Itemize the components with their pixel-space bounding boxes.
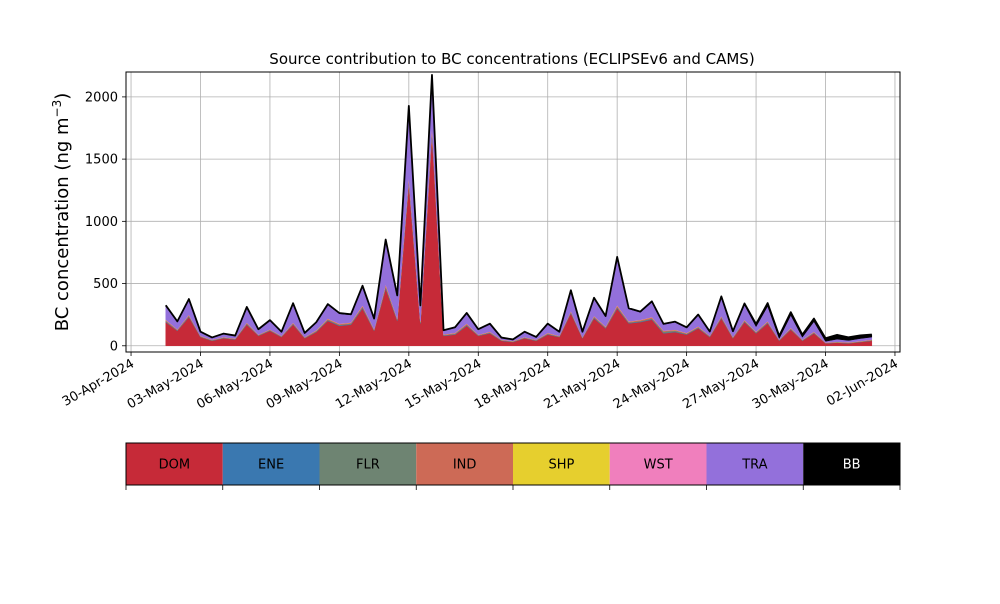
legend-label: DOM: [159, 458, 190, 473]
legend-swatch-wst: [609, 443, 707, 485]
x-tick-label: 21-May-2024: [541, 356, 623, 412]
x-tick-label: 06-May-2024: [194, 356, 276, 412]
x-tick-label: 18-May-2024: [472, 356, 554, 412]
axes: [122, 71, 901, 356]
y-tick-label: 1000: [85, 215, 118, 230]
y-axis-label-close: ): [52, 93, 73, 100]
grid-lines: [126, 72, 900, 352]
legend-label: FLR: [356, 458, 380, 473]
x-tick-label: 03-May-2024: [125, 356, 207, 412]
area-bb: [165, 74, 873, 342]
y-tick-label: 0: [110, 339, 118, 354]
legend-swatch-ind: [416, 443, 513, 485]
y-tick-label: 2000: [85, 90, 118, 105]
x-tick-label: 02-Jun-2024: [824, 356, 901, 409]
legend-colorbar: DOM ENE FLR IND SHP WST TRA BB: [125, 442, 901, 490]
area-tra: [165, 77, 873, 343]
legend-label: SHP: [548, 458, 574, 473]
legend-swatch-ene: [222, 443, 320, 485]
x-tick-label: 24-May-2024: [611, 356, 693, 412]
plot-frame: [125, 71, 901, 353]
legend-swatch-flr: [319, 443, 417, 485]
stacked-areas: [165, 73, 873, 347]
legend-label: WST: [644, 458, 673, 473]
y-axis-label: BC concentration (ng m−3): [50, 93, 73, 332]
total-outline: [165, 73, 872, 341]
x-tick-label: 15-May-2024: [403, 356, 485, 412]
legend-swatch-shp: [513, 443, 610, 485]
x-tick-label: 12-May-2024: [333, 356, 415, 412]
x-tick-label: 09-May-2024: [264, 356, 346, 412]
legend-label: ENE: [258, 458, 284, 473]
legend-label: IND: [453, 458, 477, 473]
legend-label: TRA: [741, 458, 767, 473]
y-tick-label: 1500: [85, 153, 118, 168]
y-axis-label-main: BC concentration (ng m: [52, 117, 73, 331]
x-tick-label: 30-May-2024: [750, 356, 832, 412]
legend-swatch-tra: [706, 443, 804, 485]
legend-swatch-dom: [126, 443, 223, 485]
y-tick-label: 500: [93, 277, 118, 292]
tick-labels: 050010001500200030-Apr-202403-May-202406…: [60, 90, 901, 412]
legend-swatch-bb: [803, 443, 900, 485]
x-tick-label: 27-May-2024: [680, 356, 762, 412]
y-axis-label-exponent: −3: [50, 100, 64, 118]
legend-label: BB: [843, 458, 861, 473]
chart-title: Source contribution to BC concentrations…: [269, 50, 754, 68]
